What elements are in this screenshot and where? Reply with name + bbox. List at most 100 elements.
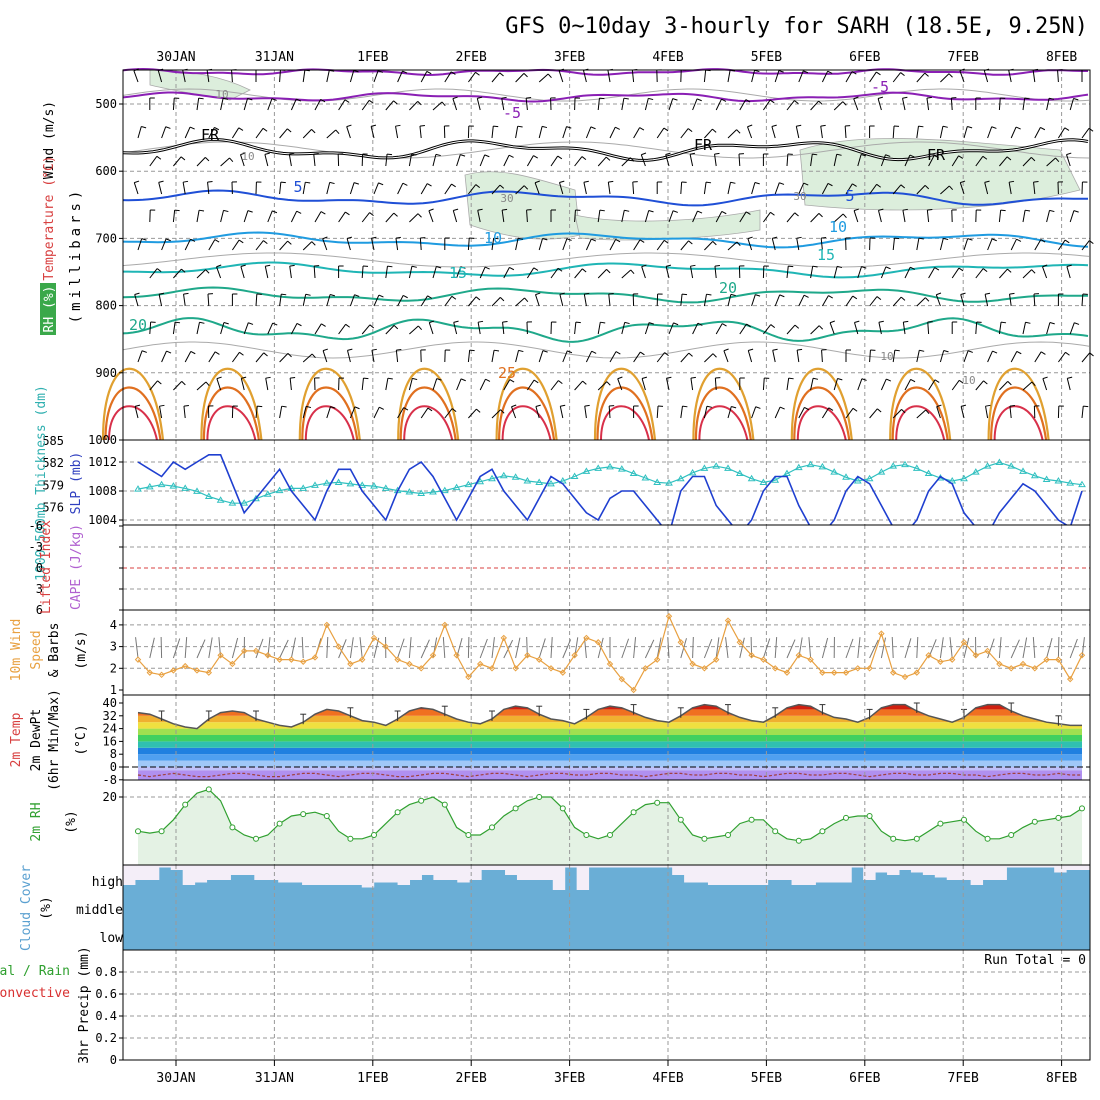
wind-barb-flag xyxy=(967,125,973,129)
wind-barb-flag xyxy=(305,405,312,409)
wind-barb-flag xyxy=(818,100,823,105)
wind-barb-flag xyxy=(924,185,930,190)
rh-point xyxy=(772,828,779,835)
wind-barb xyxy=(844,125,847,139)
wind-barb xyxy=(158,182,163,195)
wind-barb-flag xyxy=(1065,351,1070,356)
cloud-high-bar-gap xyxy=(719,865,733,885)
wind-barb-flag xyxy=(240,264,246,267)
wind-barb xyxy=(680,294,683,307)
wind-barb xyxy=(173,381,183,391)
wind-barb-flag xyxy=(216,376,222,380)
wind-barb xyxy=(408,154,412,167)
wind-barb-flag xyxy=(175,321,181,324)
wind10-barb xyxy=(762,638,771,659)
contour-label: 10 xyxy=(962,374,975,387)
wind-barb-flag xyxy=(712,353,717,358)
cloud-level-high: high xyxy=(92,875,123,890)
wind-barb xyxy=(727,294,732,307)
rh-point xyxy=(300,811,307,818)
cloud-high-bar-gap xyxy=(934,865,948,878)
wind-barb xyxy=(468,184,477,195)
wind-barb-flag xyxy=(181,268,186,273)
wind-barb xyxy=(137,350,143,363)
wind10-tick-label: 1 xyxy=(110,683,117,697)
wind-barb xyxy=(644,98,649,111)
wind-barb-flag xyxy=(542,237,548,241)
wind-barb xyxy=(762,377,765,391)
wind10-barb xyxy=(1046,637,1053,659)
rh-point xyxy=(158,828,165,835)
wind-barb-flag xyxy=(779,406,785,410)
wind10-speed-point xyxy=(807,656,814,663)
wind10-speed-point xyxy=(748,652,755,659)
wind10-barb xyxy=(135,637,139,659)
wind-barb xyxy=(240,154,245,167)
rh-area-fill xyxy=(138,789,1082,865)
wind-barb xyxy=(207,182,210,195)
wind-barb xyxy=(326,70,330,83)
wind-barb xyxy=(633,239,641,251)
bottom-date-label: 5FEB xyxy=(751,1071,782,1086)
wind10-speed-point xyxy=(429,652,437,659)
wind-barb-flag xyxy=(1055,157,1060,163)
rh-point xyxy=(1031,818,1038,825)
wind-barb xyxy=(137,238,143,251)
rh-point xyxy=(347,835,354,842)
wind-barb-flag xyxy=(428,208,434,212)
wind-barb-flag xyxy=(180,156,186,161)
wind-barb-flag xyxy=(475,296,481,301)
thickness-point xyxy=(641,474,650,481)
wind10-barb xyxy=(218,637,222,659)
wind-barb xyxy=(420,71,428,83)
top-date-label: 31JAN xyxy=(255,50,294,65)
wind-barb-flag xyxy=(296,98,302,102)
wind-barb xyxy=(762,211,771,223)
wind-barb-flag xyxy=(886,378,892,382)
wind-barb-flag xyxy=(992,350,998,354)
wind-barb xyxy=(1022,269,1032,279)
wind10-barb xyxy=(998,637,1002,659)
wind-barb-flag xyxy=(238,239,244,244)
wind-barb xyxy=(999,268,1008,279)
contour-label: 15 xyxy=(449,264,467,282)
wind-barb xyxy=(786,212,796,223)
wind-barb xyxy=(220,210,224,223)
wind-barb xyxy=(183,294,186,307)
wind-barb xyxy=(1010,238,1017,251)
wind-barb xyxy=(821,295,829,307)
wind-barb-flag xyxy=(526,97,532,99)
wind-barb xyxy=(157,70,163,83)
warm-contour-loop xyxy=(793,386,851,441)
wind10-barb xyxy=(456,637,463,659)
wind-barb xyxy=(349,70,355,83)
warm-contour-loop xyxy=(202,386,260,441)
temp-color-band xyxy=(138,709,1082,716)
wind-barb-flag xyxy=(412,377,418,381)
wind10-speed-point xyxy=(382,643,390,650)
wind-barb xyxy=(289,266,292,279)
wind-barb xyxy=(821,70,829,83)
wind-barb-flag xyxy=(263,240,268,245)
wind-barb-flag xyxy=(1040,351,1046,355)
wind-barb-flag xyxy=(1001,321,1007,324)
wind-barb xyxy=(161,126,167,139)
wind-barb xyxy=(1066,378,1071,391)
rh-point xyxy=(536,794,543,800)
wind-barb-flag xyxy=(499,184,505,189)
wind-barb-flag xyxy=(885,154,891,157)
wind-barb-flag xyxy=(1024,209,1031,212)
wind-barb xyxy=(535,406,540,419)
wind-barb-flag xyxy=(460,154,466,157)
wind-barb xyxy=(751,70,755,83)
wind-barb-flag xyxy=(575,321,581,324)
temp-contour-minus5-upper xyxy=(122,67,1088,77)
slp-thickness-panel: 585 582 579 576 1012 1008 1004 xyxy=(42,434,1091,537)
wind10-barb xyxy=(845,638,854,659)
wind-barb-flag xyxy=(387,153,393,156)
wind-barb xyxy=(1069,322,1075,335)
wind-barb-flag xyxy=(272,210,278,214)
wind10-barb xyxy=(442,637,446,659)
cloud-high-bar-gap xyxy=(516,865,530,880)
wind-barb xyxy=(585,350,593,363)
